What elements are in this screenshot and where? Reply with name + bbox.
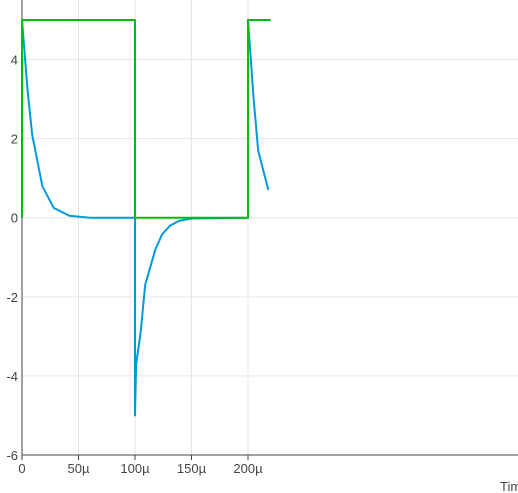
x-tick-label: 150µ (177, 461, 207, 476)
y-tick-label: 4 (11, 53, 18, 68)
axes (21, 0, 518, 460)
tick-labels: -6 -4 -2 0 2 4 0 50µ 100µ 150µ 200µ (6, 53, 263, 476)
y-tick-label: -4 (6, 369, 18, 384)
y-tick-label: 0 (11, 211, 18, 226)
grid (21, 0, 518, 456)
x-axis-title: Time (500, 479, 518, 493)
x-tick-label: 0 (18, 461, 25, 476)
green-series-line (21, 19, 271, 219)
y-tick-label: -6 (6, 448, 18, 463)
x-tick-label: 100µ (120, 461, 150, 476)
x-tick-label: 200µ (233, 461, 263, 476)
series-lines (21, 19, 271, 417)
y-tick-label: -2 (6, 290, 18, 305)
y-tick-label: 2 (11, 132, 18, 147)
x-tick-label: 50µ (68, 461, 90, 476)
